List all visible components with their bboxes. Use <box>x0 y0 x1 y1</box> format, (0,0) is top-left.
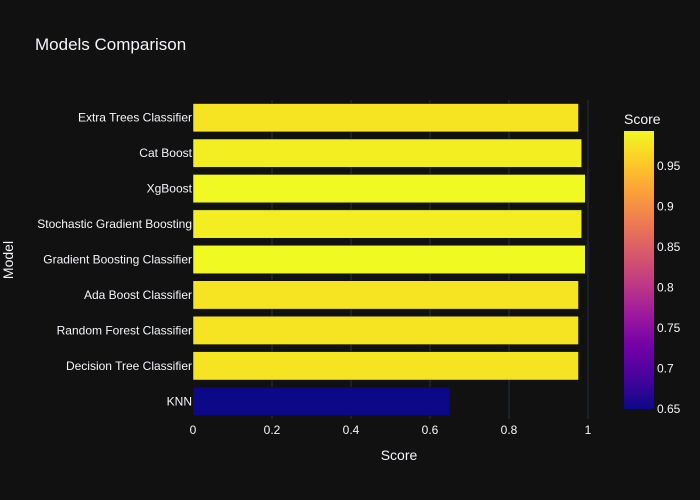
y-tick-label: Gradient Boosting Classifier <box>43 253 192 267</box>
colorbar-tick-label: 0.85 <box>657 240 681 254</box>
colorbar-gradient <box>624 131 654 409</box>
x-tick-label: 0.4 <box>343 423 360 437</box>
y-tick-label: Extra Trees Classifier <box>78 111 192 125</box>
y-tick-label: KNN <box>167 394 192 408</box>
bar <box>192 245 586 274</box>
colorbar-tick-label: 0.95 <box>657 159 681 173</box>
x-axis-label: Score <box>381 447 418 463</box>
y-tick-label: Ada Boost Classifier <box>84 288 192 302</box>
y-tick-label: Stochastic Gradient Boosting <box>37 217 192 231</box>
y-tick-labels: KNN Decision Tree Classifier Random Forest… <box>37 111 192 409</box>
colorbar: Score 0.65 0.7 0.75 0.8 0.85 0.9 0.95 <box>624 111 681 416</box>
colorbar-tick-label: 0.8 <box>657 280 674 294</box>
x-tick-labels: 0 0.2 0.4 0.6 0.8 1 <box>190 423 592 437</box>
y-tick-label: Random Forest Classifier <box>57 323 192 337</box>
x-tick-label: 0 <box>190 423 197 437</box>
bar <box>192 280 579 310</box>
bar <box>192 386 450 416</box>
bar <box>192 138 582 168</box>
y-axis-label: Model <box>0 241 16 279</box>
bar <box>192 174 586 204</box>
bar <box>192 103 579 133</box>
x-tick-label: 0.2 <box>264 423 281 437</box>
y-tick-label: Cat Boost <box>139 146 192 160</box>
y-tick-label: Decision Tree Classifier <box>66 359 192 373</box>
bar <box>192 315 579 345</box>
x-tick-label: 1 <box>585 423 592 437</box>
colorbar-tick-label: 0.75 <box>657 321 681 335</box>
bars <box>192 103 586 416</box>
x-tick-label: 0.8 <box>501 423 518 437</box>
x-tick-label: 0.6 <box>422 423 439 437</box>
bar <box>192 351 579 381</box>
y-tick-label: XgBoost <box>147 182 193 196</box>
bar <box>192 209 582 239</box>
colorbar-title: Score <box>624 111 661 127</box>
chart-title: Models Comparison <box>35 35 186 54</box>
colorbar-tick-label: 0.7 <box>657 361 674 375</box>
colorbar-tick-labels: 0.65 0.7 0.75 0.8 0.85 0.9 0.95 <box>657 159 681 416</box>
colorbar-tick-label: 0.65 <box>657 402 681 416</box>
colorbar-tick-label: 0.9 <box>657 199 674 213</box>
